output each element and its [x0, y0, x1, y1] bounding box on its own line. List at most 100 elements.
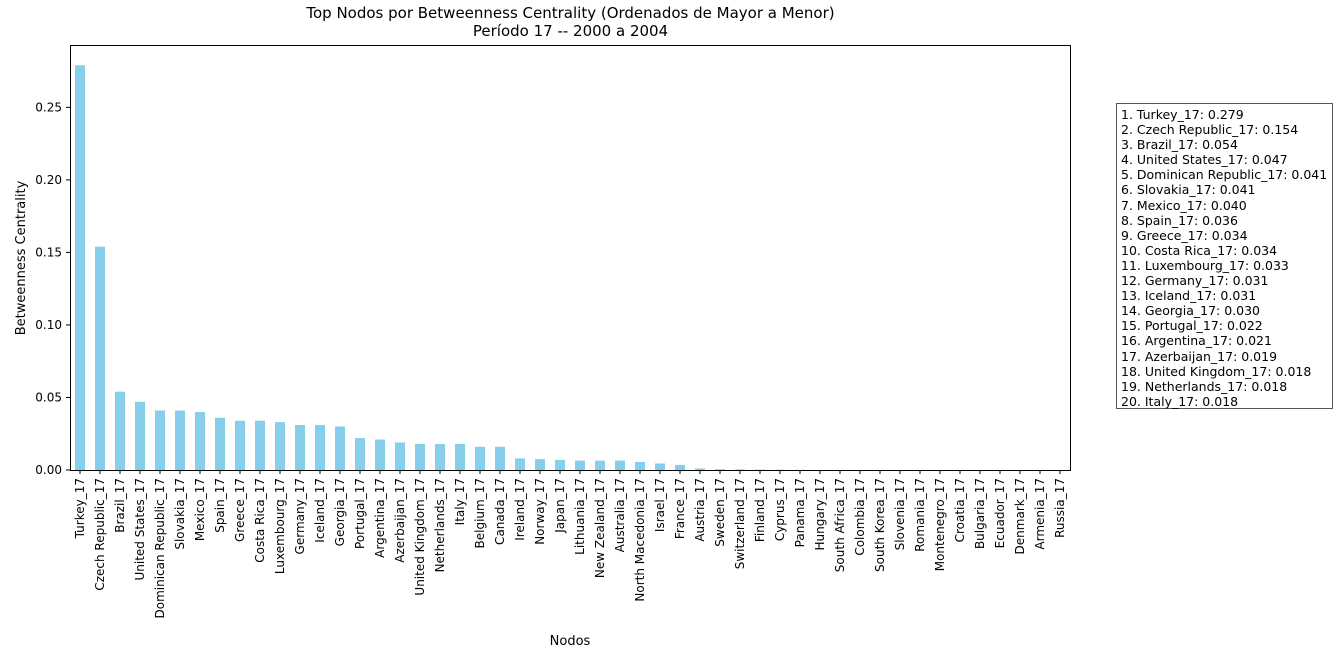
x-tick-label: Colombia_17	[853, 478, 867, 556]
bar-united-states-17	[135, 401, 145, 470]
bar-switzerland-17	[735, 469, 745, 470]
x-tick-label: Spain_17	[213, 478, 227, 533]
bar-greece-17	[235, 420, 245, 470]
bar-czech-republic-17	[95, 246, 105, 470]
x-tick-label: Hungary_17	[813, 478, 827, 551]
x-tick-label: Ecuador_17	[993, 478, 1007, 548]
legend-entry: 13. Iceland_17: 0.031	[1121, 288, 1257, 304]
bar-azerbaijan-17	[395, 442, 405, 470]
legend-entry: 10. Costa Rica_17: 0.034	[1121, 242, 1278, 258]
y-tick-label: 0.00	[35, 463, 62, 477]
x-tick-label: France_17	[673, 478, 687, 539]
x-tick-label: Armenia_17	[1033, 478, 1047, 550]
legend: 1. Turkey_17: 0.279 2. Czech Republic_17:…	[1116, 103, 1333, 409]
x-tick-label: Japan_17	[553, 478, 567, 534]
x-tick-label: New Zealand_17	[593, 478, 607, 578]
x-tick-label: Netherlands_17	[433, 478, 447, 572]
x-tick-label: United States_17	[133, 478, 147, 581]
bar-mexico-17	[195, 411, 205, 470]
legend-entry: 1. Turkey_17: 0.279	[1121, 107, 1244, 122]
bar-new-zealand-17	[595, 460, 605, 470]
bar-brazil-17	[115, 391, 125, 470]
legend-entry: 17. Azerbaijan_17: 0.019	[1121, 348, 1278, 364]
legend-entry: 12. Germany_17: 0.031	[1121, 273, 1269, 289]
x-tick-label: Finland_17	[753, 478, 767, 542]
x-tick-label: Brazil_17	[113, 478, 127, 533]
bar-dominican-republic-17	[155, 410, 165, 470]
legend-entry: 8. Spain_17: 0.036	[1121, 212, 1238, 228]
bar-ireland-17	[515, 458, 525, 470]
y-axis: 0.00 0.05 0.10 0.15 0.20 0.25	[35, 100, 70, 477]
chart-title: Top Nodos por Betweenness Centrality (Or…	[306, 4, 835, 22]
x-axis: Turkey_17 Czech Republic_17 Brazil_17 Unite…	[73, 470, 1067, 618]
legend-entry: 7. Mexico_17: 0.040	[1121, 197, 1247, 213]
bar-canada-17	[495, 446, 505, 470]
x-tick-label: Mexico_17	[193, 478, 207, 541]
bar-sweden-17	[715, 469, 725, 470]
legend-entry: 6. Slovakia_17: 0.041	[1121, 182, 1256, 198]
bar-iceland-17	[315, 425, 325, 470]
legend-entry: 5. Dominican Republic_17: 0.041	[1121, 167, 1328, 183]
x-tick-label: Azerbaijan_17	[393, 478, 407, 563]
x-tick-label: Australia_17	[613, 478, 627, 552]
x-tick-label: Iceland_17	[313, 478, 327, 543]
bar-germany-17	[295, 425, 305, 470]
x-tick-label: Israel_17	[653, 478, 667, 532]
x-tick-label: North Macedonia_17	[633, 478, 647, 602]
legend-entry: 9. Greece_17: 0.034	[1121, 227, 1248, 243]
bar-lithuania-17	[575, 460, 585, 470]
x-tick-label: Czech Republic_17	[93, 478, 107, 591]
x-tick-label: United Kingdom_17	[413, 478, 427, 596]
legend-entry: 16. Argentina_17: 0.021	[1121, 333, 1272, 349]
y-tick-label: 0.05	[35, 390, 62, 404]
x-tick-label: Italy_17	[453, 478, 467, 525]
bar-israel-17	[655, 463, 665, 470]
x-tick-label: Sweden_17	[713, 478, 727, 547]
x-tick-label: Cyprus_17	[773, 478, 787, 541]
legend-entry: 14. Georgia_17: 0.030	[1121, 303, 1260, 319]
x-tick-label: Switzerland_17	[733, 478, 747, 569]
x-tick-label: Germany_17	[293, 478, 307, 554]
x-tick-label: Costa Rica_17	[253, 478, 267, 563]
x-tick-label: Denmark_17	[1013, 478, 1027, 554]
bar-costa-rica-17	[255, 420, 265, 470]
legend-entry: 4. United States_17: 0.047	[1121, 152, 1288, 168]
bar-austria-17	[695, 468, 705, 470]
x-tick-label: Lithuania_17	[573, 478, 587, 555]
bar-turkey-17	[75, 65, 85, 471]
chart-subtitle: Período 17 -- 2000 a 2004	[472, 22, 669, 40]
x-tick-label: South Africa_17	[833, 478, 847, 572]
x-tick-label: Russia_17	[1053, 478, 1067, 538]
x-tick-label: Ireland_17	[513, 478, 527, 541]
bar-belgium-17	[475, 446, 485, 470]
y-tick-label: 0.15	[35, 245, 62, 259]
legend-entry: 18. United Kingdom_17: 0.018	[1121, 363, 1312, 379]
bar-japan-17	[555, 459, 565, 470]
x-tick-label: Slovakia_17	[173, 478, 187, 550]
y-tick-label: 0.10	[35, 318, 62, 332]
x-tick-label: Luxembourg_17	[273, 478, 287, 574]
x-tick-label: Belgium_17	[473, 478, 487, 548]
x-tick-label: Canada_17	[493, 478, 507, 545]
x-tick-label: Argentina_17	[373, 478, 387, 558]
legend-entry: 20. Italy_17: 0.018	[1121, 393, 1239, 409]
legend-entry: 3. Brazil_17: 0.054	[1121, 137, 1238, 153]
x-tick-label: Romania_17	[913, 478, 927, 552]
bar-portugal-17	[355, 438, 365, 470]
x-tick-label: Montenegro_17	[933, 478, 947, 571]
bar-australia-17	[615, 460, 625, 470]
legend-entry: 11. Luxembourg_17: 0.033	[1121, 257, 1289, 273]
bar-georgia-17	[335, 426, 345, 470]
bar-united-kingdom-17	[415, 443, 425, 470]
x-tick-label: Portugal_17	[353, 478, 367, 549]
bar-italy-17	[455, 443, 465, 470]
plot-frame	[70, 45, 1071, 471]
x-tick-label: Turkey_17	[73, 478, 87, 539]
bar-norway-17	[535, 459, 545, 470]
bar-luxembourg-17	[275, 422, 285, 470]
bar-spain-17	[215, 417, 225, 470]
x-tick-label: Austria_17	[693, 478, 707, 542]
x-tick-label: Croatia_17	[953, 478, 967, 542]
legend-entry: 15. Portugal_17: 0.022	[1121, 318, 1263, 334]
x-tick-label: Georgia_17	[333, 478, 347, 546]
